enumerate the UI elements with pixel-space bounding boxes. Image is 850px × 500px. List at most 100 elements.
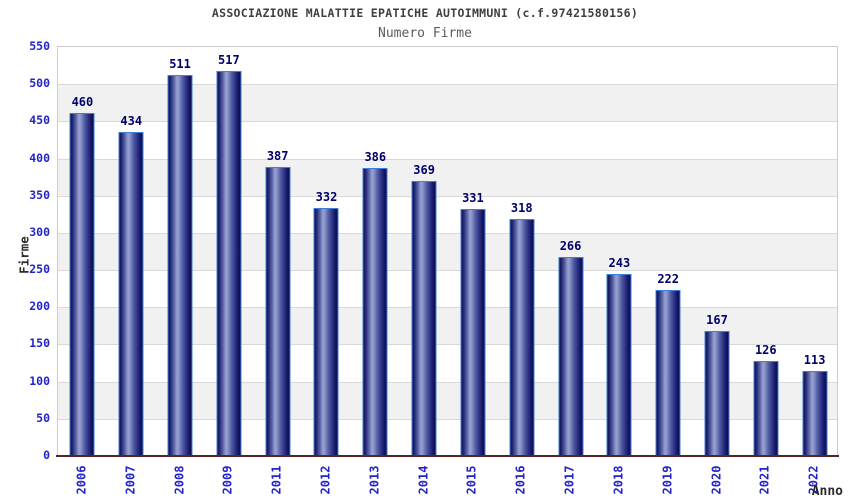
y-tick-label: 150 <box>29 336 50 351</box>
grid-line <box>58 344 837 346</box>
bar-slot: 460 <box>58 47 107 455</box>
chart-title: ASSOCIAZIONE MALATTIE EPATICHE AUTOIMMUN… <box>211 6 639 20</box>
y-tick-label: 200 <box>29 299 50 314</box>
x-tick-label-text: 2019 <box>660 465 675 495</box>
bar-slot: 369 <box>400 47 449 455</box>
bar-value-label: 460 <box>71 94 94 109</box>
grid-line <box>58 158 837 160</box>
bar-slot: 332 <box>302 47 351 455</box>
bar-2017 <box>558 257 584 455</box>
bar-slot: 222 <box>644 47 693 455</box>
x-axis-title: Anno <box>811 484 843 499</box>
grid-line <box>58 307 837 309</box>
grid-line <box>58 381 837 383</box>
bar-2006 <box>69 112 95 455</box>
bar-2018 <box>606 274 632 455</box>
bar-value-label: 434 <box>120 114 143 129</box>
y-tick-label: 50 <box>36 410 50 425</box>
x-tick-label: 2019 <box>643 460 692 500</box>
bar-value-label: 167 <box>706 312 728 327</box>
bar-value-label: 511 <box>169 57 191 72</box>
bar-2012 <box>313 208 339 455</box>
x-tick-label: 2007 <box>106 460 155 500</box>
grid-line <box>58 270 837 272</box>
bar-value-label: 331 <box>462 190 484 205</box>
bar-slot: 511 <box>156 47 205 455</box>
bar-value-label: 386 <box>364 149 387 164</box>
bar-slot: 434 <box>107 47 156 455</box>
x-tick-label: 2011 <box>252 460 301 500</box>
bar-value-label: 113 <box>803 352 826 367</box>
bar-value-label: 266 <box>559 239 582 254</box>
x-axis-line <box>56 455 839 457</box>
bar-slot: 266 <box>546 47 595 455</box>
x-tick-label-text: 2015 <box>464 465 479 495</box>
bar-slot: 331 <box>449 47 498 455</box>
bar-2008 <box>167 75 193 455</box>
x-tick-label-text: 2008 <box>172 465 187 495</box>
bar-slot: 517 <box>204 47 253 455</box>
bar-slot: 167 <box>693 47 742 455</box>
bar-2014 <box>411 180 437 455</box>
x-tick-label-text: 2020 <box>708 465 723 495</box>
bar-slot: 387 <box>253 47 302 455</box>
x-tick-label: 2006 <box>57 460 106 500</box>
x-tick-label-text: 2007 <box>123 465 138 495</box>
x-tick-label-text: 2017 <box>562 465 577 495</box>
chart-subtitle: Numero Firme <box>378 26 472 41</box>
y-axis-title: Firme <box>16 236 32 274</box>
y-tick-label: 500 <box>29 76 50 91</box>
x-tick-label-text: 2013 <box>367 465 382 495</box>
bar-2011 <box>265 167 291 455</box>
bar-2007 <box>118 132 144 455</box>
x-tick-label: 2008 <box>155 460 204 500</box>
x-tick-label-text: 2016 <box>513 465 528 495</box>
bar-value-label: 222 <box>657 271 679 286</box>
bar-value-label: 243 <box>608 256 631 271</box>
x-tick-label-text: 2006 <box>74 465 89 495</box>
bar-value-label: 369 <box>413 162 435 177</box>
plot-area: 460 434 511 517 387 332 386 369 331 318 266 243 222 1… <box>57 46 838 455</box>
x-tick-label: 2021 <box>740 460 789 500</box>
y-tick-label: 300 <box>29 224 50 239</box>
grid-line <box>58 121 837 123</box>
bar-2021 <box>753 361 779 455</box>
grid-line <box>58 84 837 86</box>
x-tick-label: 2015 <box>448 460 497 500</box>
x-tick-label-text: 2012 <box>318 465 333 495</box>
grid-line <box>58 195 837 197</box>
x-tick-label: 2012 <box>301 460 350 500</box>
y-tick-label: 400 <box>29 150 50 165</box>
bar-value-label: 318 <box>510 200 533 215</box>
grid-line <box>58 418 837 420</box>
x-tick-label-text: 2021 <box>757 465 772 495</box>
bar-2015 <box>460 208 486 455</box>
x-tick-label-text: 2011 <box>269 465 284 495</box>
bar-2009 <box>216 70 242 455</box>
x-tick-label: 2009 <box>203 460 252 500</box>
bar-value-label: 332 <box>315 190 338 205</box>
x-tick-label: 2020 <box>692 460 741 500</box>
x-tick-label: 2014 <box>399 460 448 500</box>
x-tick-label: 2013 <box>350 460 399 500</box>
x-tick-label: 2017 <box>545 460 594 500</box>
grid-line <box>58 232 837 234</box>
x-tick-label: 2018 <box>594 460 643 500</box>
y-tick-label: 350 <box>29 187 50 202</box>
y-tick-label: 550 <box>29 39 50 53</box>
y-tick-label: 100 <box>29 373 50 388</box>
y-tick-label: 0 <box>43 448 50 462</box>
bar-slot: 243 <box>595 47 644 455</box>
bar-slot: 113 <box>790 47 839 455</box>
x-tick-label-text: 2018 <box>611 465 626 495</box>
bar-value-label: 126 <box>754 343 777 358</box>
y-tick-label: 250 <box>29 262 50 277</box>
bar-slot: 386 <box>351 47 400 455</box>
x-tick-label-text: 2009 <box>220 465 235 495</box>
bar-slot: 126 <box>741 47 790 455</box>
bar-2019 <box>655 289 681 455</box>
bar-2022 <box>802 370 828 455</box>
x-tick-label: 2016 <box>496 460 545 500</box>
bar-2013 <box>362 167 388 455</box>
